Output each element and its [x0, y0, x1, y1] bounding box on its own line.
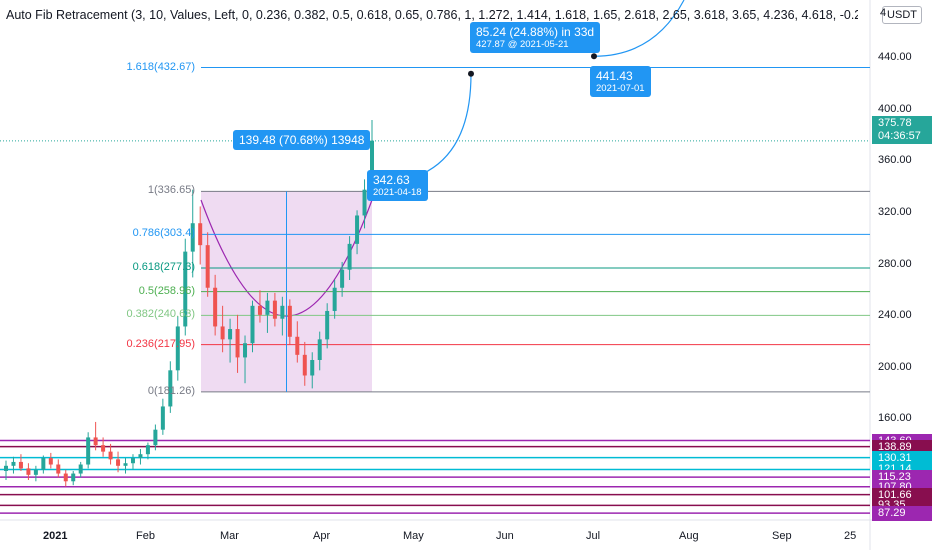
candle-body-35	[265, 300, 270, 315]
candle-body-10	[78, 464, 83, 474]
level-label-8: 87.29	[872, 506, 932, 522]
fib-label-3: 0.618(277.3)	[132, 261, 195, 273]
candle-body-16	[123, 463, 128, 466]
y-tick-7: 160.00	[878, 412, 912, 425]
y-tick-4: 280.00	[878, 257, 912, 270]
candle-body-19	[145, 445, 150, 455]
last-price-label: 375.78 04:36:57	[872, 116, 932, 144]
candle-body-4	[33, 469, 38, 475]
candle-body-0	[4, 465, 8, 471]
projection-curve-2	[593, 0, 685, 57]
measure-label: 85.24 (24.88%) in 33d 427.87 @ 2021-05-2…	[470, 22, 601, 53]
y-tick-2: 360.00	[878, 154, 912, 167]
candle-body-28	[213, 287, 218, 327]
candle-body-12	[93, 437, 98, 446]
range-label: 139.48 (70.68%) 13948	[233, 130, 371, 150]
y-tick-3: 320.00	[878, 205, 912, 218]
candle-body-27	[205, 245, 210, 288]
candle-body-5	[41, 458, 46, 470]
candle-body-21	[160, 406, 165, 430]
x-tick-3: Apr	[313, 530, 331, 542]
start-price: 342.63	[373, 173, 410, 187]
projection-point-mid	[468, 70, 474, 77]
x-tick-1: Feb	[136, 530, 155, 542]
y-tick-5: 240.00	[878, 309, 912, 322]
measure-main: 85.24 (24.88%) in 33d	[476, 25, 595, 39]
candle-body-37	[280, 305, 285, 319]
candle-body-33	[250, 305, 255, 344]
candle-body-25	[190, 223, 195, 252]
y-tick-6: 200.00	[878, 360, 912, 373]
candle-body-2	[18, 461, 23, 469]
candle-body-18	[138, 454, 143, 459]
measure-sub: 427.87 @ 2021-05-21	[476, 39, 569, 50]
fib-label-0: 1.618(432.67)	[126, 60, 196, 73]
candle-body-17	[130, 458, 135, 464]
candle-body-30	[228, 329, 233, 340]
fib-label-6: 0.236(217.95)	[126, 337, 196, 350]
point-price: 441.43	[596, 69, 633, 83]
projection-curve-1	[371, 73, 472, 185]
countdown: 04:36:57	[878, 130, 921, 142]
candle-body-3	[26, 468, 31, 475]
candle-body-46	[347, 243, 352, 270]
candle-body-1	[11, 461, 16, 466]
candle-body-34	[257, 305, 262, 315]
candle-body-45	[340, 269, 345, 288]
candle-body-32	[243, 343, 248, 358]
candle-body-13	[101, 445, 106, 452]
candle-body-31	[235, 329, 240, 358]
candle-body-41	[310, 360, 315, 376]
start-point-label: 342.63 2021-04-18	[367, 170, 428, 201]
candle-body-42	[317, 339, 322, 360]
x-tick-7: Aug	[679, 530, 699, 542]
x-tick-0: 2021	[43, 530, 68, 542]
x-tick-8: Sep	[772, 530, 792, 542]
x-tick-6: Jul	[586, 530, 601, 542]
projection-point-end	[591, 53, 597, 60]
currency-button[interactable]: USDT	[882, 6, 922, 24]
fib-label-4: 0.5(258.96)	[138, 284, 195, 297]
x-tick-2: Mar	[220, 530, 239, 542]
fib-label-7: 0(181.26)	[147, 384, 195, 397]
candle-body-29	[220, 326, 225, 340]
candle-body-40	[302, 354, 307, 376]
candle-body-14	[108, 451, 113, 460]
x-tick-4: May	[403, 530, 424, 542]
candle-body-11	[86, 437, 91, 465]
candle-body-6	[48, 458, 53, 465]
point-date: 2021-07-01	[596, 83, 645, 94]
candle-body-36	[272, 300, 277, 319]
candle-body-38	[287, 305, 292, 337]
candle-body-7	[56, 464, 61, 474]
candle-body-48	[362, 189, 367, 216]
candle-body-47	[355, 215, 360, 244]
candle-body-22	[168, 370, 173, 407]
candle-body-9	[71, 473, 76, 482]
indicator-legend[interactable]: Auto Fib Retracement (3, 10, Values, Lef…	[6, 8, 858, 22]
y-tick-0: 440.00	[878, 51, 912, 64]
candle-body-43	[325, 310, 330, 340]
fib-label-2: 0.786(303.4)	[132, 227, 195, 240]
candle-body-24	[183, 251, 188, 327]
partial-label: 4	[880, 7, 887, 19]
candle-body-44	[332, 287, 337, 311]
y-tick-1: 400.00	[878, 102, 912, 115]
level-label-2: 130.31	[872, 450, 932, 466]
candle-body-20	[153, 429, 158, 446]
candle-body-26	[198, 223, 203, 246]
x-tick-5: Jun	[496, 530, 514, 542]
candle-body-49	[370, 140, 374, 190]
candle-body-23	[175, 326, 180, 371]
x-tick-9: 25	[844, 530, 857, 542]
fib-label-5: 0.382(240.63)	[126, 308, 196, 321]
candle-body-8	[63, 473, 68, 482]
start-date: 2021-04-18	[373, 187, 422, 198]
candle-body-15	[116, 459, 121, 466]
projection-point-label: 441.43 2021-07-01	[590, 66, 651, 97]
candle-body-39	[295, 336, 300, 355]
fib-label-1: 1(336.65)	[147, 184, 195, 197]
last-price: 375.78	[878, 117, 912, 129]
